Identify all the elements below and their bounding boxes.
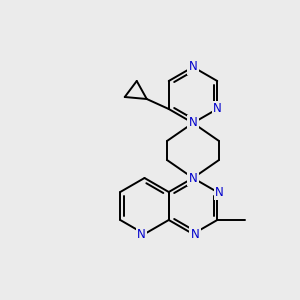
Text: N: N <box>215 185 224 199</box>
Text: N: N <box>189 172 197 184</box>
Text: N: N <box>189 61 197 74</box>
Text: N: N <box>190 227 200 241</box>
Text: N: N <box>137 227 146 241</box>
Text: N: N <box>189 116 197 130</box>
Text: N: N <box>213 103 222 116</box>
